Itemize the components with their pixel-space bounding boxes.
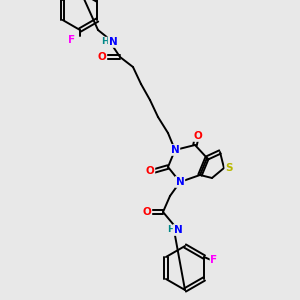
Text: O: O <box>146 166 154 176</box>
Text: N: N <box>176 177 184 187</box>
Text: N: N <box>171 145 179 155</box>
Text: H: H <box>101 38 109 46</box>
Text: F: F <box>211 255 218 265</box>
Text: O: O <box>98 52 106 62</box>
Text: S: S <box>225 163 233 173</box>
Text: F: F <box>68 35 76 45</box>
Text: H: H <box>167 226 175 235</box>
Text: N: N <box>174 225 182 235</box>
Text: N: N <box>109 37 117 47</box>
Text: O: O <box>142 207 152 217</box>
Text: O: O <box>194 131 202 141</box>
